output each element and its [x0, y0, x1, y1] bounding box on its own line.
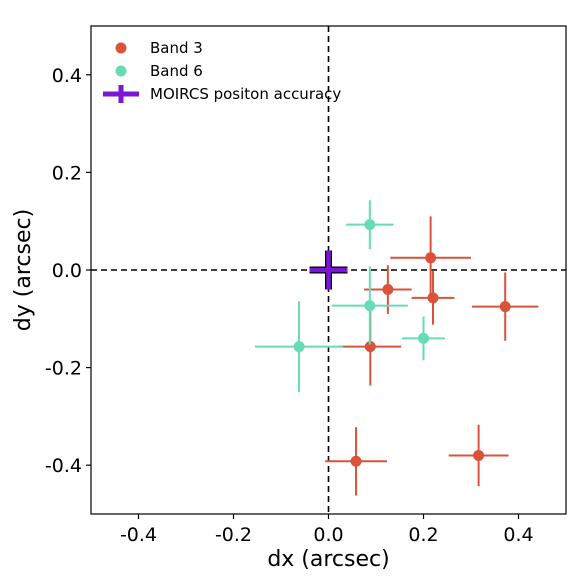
data-point	[473, 449, 485, 461]
x-axis-label: dx (arcsec)	[267, 547, 389, 572]
x-tick-label: 0.2	[408, 524, 438, 546]
data-point	[293, 341, 305, 353]
legend-marker	[115, 65, 127, 77]
y-tick-label: -0.2	[45, 358, 82, 380]
data-point	[418, 332, 429, 344]
y-axis-label: dy (arcsec)	[11, 209, 36, 331]
legend: Band 3 Band 6 MOIRCS positon accuracy	[103, 39, 341, 103]
series-2	[309, 250, 348, 290]
data-point	[350, 455, 362, 467]
y-tick-label: -0.4	[45, 455, 82, 477]
legend-marker	[115, 42, 127, 54]
series-1	[254, 200, 445, 392]
data-point	[382, 284, 394, 296]
axis-ticks: -0.4 -0.2 0.0 0.2 0.4 -0.4 -0.2 0.0 0.2 0.4	[45, 65, 534, 546]
y-tick-label: 0.4	[52, 65, 82, 87]
y-tick-label: 0.2	[52, 162, 82, 184]
series-layer	[254, 200, 539, 496]
legend-item: Band 3	[115, 39, 203, 57]
data-point	[364, 300, 376, 312]
legend-label: Band 3	[150, 39, 203, 57]
legend-label: Band 6	[150, 62, 203, 80]
data-point	[427, 292, 439, 304]
x-tick-label: -0.4	[120, 524, 157, 546]
x-tick-label: -0.2	[215, 524, 252, 546]
legend-item: Band 6	[115, 62, 203, 80]
legend-label: MOIRCS positon accuracy	[150, 85, 341, 103]
data-point	[364, 219, 376, 231]
y-tick-label: 0.0	[52, 260, 82, 282]
data-point	[499, 301, 511, 313]
x-tick-label: 0.0	[313, 524, 343, 546]
series-0	[325, 216, 539, 496]
data-point	[364, 341, 376, 353]
x-tick-label: 0.4	[503, 524, 533, 546]
legend-item: MOIRCS positon accuracy	[103, 85, 341, 103]
data-point	[425, 252, 437, 264]
